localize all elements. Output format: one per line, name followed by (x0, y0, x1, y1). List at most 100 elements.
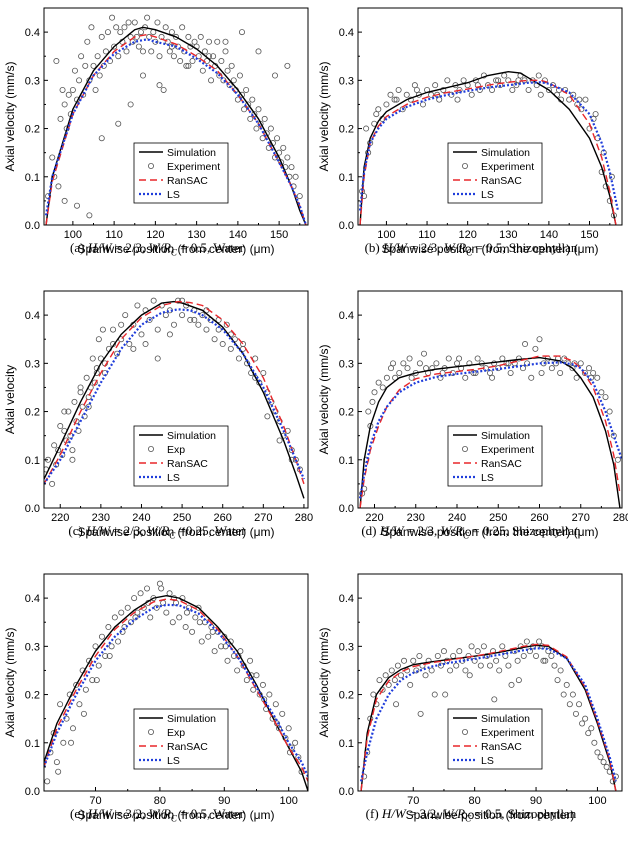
data-point (121, 24, 128, 31)
y-tick-label: 0.3 (25, 358, 40, 370)
y-tick-label: 0.1 (339, 455, 354, 467)
data-point (614, 456, 621, 463)
data-point (507, 369, 514, 376)
legend: Simulation Exp RanSAC LS (133, 425, 229, 487)
data-point (249, 96, 256, 103)
x-axis-label: Spanwise position (from center) (μm) (78, 808, 275, 822)
x-tick-label: 230 (92, 512, 110, 524)
data-point (557, 369, 564, 376)
data-point (416, 652, 423, 659)
data-point (499, 355, 506, 362)
caption-part: C (466, 247, 473, 258)
data-point (113, 24, 120, 31)
data-point (199, 312, 206, 319)
legend-label: Exp (167, 444, 185, 456)
data-point (486, 662, 493, 669)
data-point (92, 643, 99, 650)
caption-part: C (465, 813, 472, 824)
data-point (508, 681, 515, 688)
data-point (83, 374, 90, 381)
y-tick-label: 0.3 (25, 641, 40, 653)
y-tick-label: 0.1 (25, 455, 40, 467)
x-axis-label: Spanwise position (from the center) (μm) (382, 525, 599, 539)
data-point (563, 681, 570, 688)
data-point (456, 355, 463, 362)
legend-label: Simulation (167, 713, 216, 725)
chart-panel-a: 100 110 120 130 140 150 0.0 0.1 0.2 0.3 0.4 Spanwis… (0, 0, 314, 283)
data-point (61, 101, 68, 108)
data-point (115, 120, 122, 127)
data-point (454, 96, 461, 103)
x-tick-label: 240 (448, 512, 466, 524)
data-point (122, 312, 129, 319)
data-point (198, 638, 205, 645)
data-point (505, 77, 512, 84)
data-point (144, 14, 151, 21)
data-point (160, 86, 167, 93)
series-line-ls (358, 81, 620, 211)
data-point (594, 749, 601, 756)
data-point (77, 389, 84, 396)
data-point (388, 365, 395, 372)
data-point (230, 77, 237, 84)
x-tick-label: 230 (407, 512, 425, 524)
data-point (545, 86, 552, 93)
data-point (218, 643, 225, 650)
data-point (241, 106, 248, 113)
data-point (264, 413, 271, 420)
series-line-ransac (45, 33, 307, 225)
data-point (513, 82, 520, 89)
data-point (456, 648, 463, 655)
x-axis-label: Spanwise position (from the center) (μm) (382, 242, 599, 256)
legend-marker (461, 728, 468, 735)
data-point (196, 619, 203, 626)
data-point (236, 72, 243, 79)
data-point (170, 321, 177, 328)
legend-marker (461, 445, 468, 452)
legend-box (133, 142, 229, 204)
data-point (170, 53, 177, 60)
data-point (169, 619, 176, 626)
caption-part: (c) (68, 523, 87, 538)
data-point (396, 369, 403, 376)
data-point (77, 384, 84, 391)
data-point (600, 759, 607, 766)
x-tick-label: 120 (146, 229, 164, 241)
series-lines (358, 355, 622, 508)
data-point (65, 91, 72, 98)
y-tick-label: 0.0 (339, 786, 354, 798)
caption-part: H/W (87, 240, 112, 255)
caption-part: = 0.5, Water (176, 806, 244, 821)
x-tick-label: 120 (458, 229, 476, 241)
data-point (163, 609, 170, 616)
data-point (182, 624, 189, 631)
data-point (515, 355, 522, 362)
x-tick-label: 250 (489, 512, 507, 524)
chart-panel-c: 220 230 240 250 260 270 280 0.0 0.1 0.2 0.3 0.4 Span… (0, 283, 314, 566)
data-point (59, 451, 66, 458)
data-point (210, 53, 217, 60)
data-point (76, 701, 83, 708)
data-point (393, 96, 400, 103)
data-point (189, 628, 196, 635)
data-point (115, 638, 122, 645)
series-line-ransac (360, 643, 617, 791)
y-axis-label: Axial velocity (mm/s) (3, 627, 17, 737)
data-point (203, 326, 210, 333)
data-point (253, 125, 260, 132)
data-point (226, 82, 233, 89)
y-tick-label: 0.0 (25, 786, 40, 798)
data-point (199, 67, 206, 74)
y-axis-label: Axial velocity (mm/s) (317, 61, 331, 171)
data-point (126, 341, 133, 348)
data-point (569, 365, 576, 372)
data-point (468, 91, 475, 98)
x-tick-label: 110 (418, 229, 436, 241)
data-point (177, 58, 184, 65)
data-point (197, 33, 204, 40)
data-point (505, 662, 512, 669)
data-point (154, 19, 161, 26)
data-point (371, 389, 378, 396)
y-axis-label: Axial velocity (mm/s) (3, 61, 17, 171)
